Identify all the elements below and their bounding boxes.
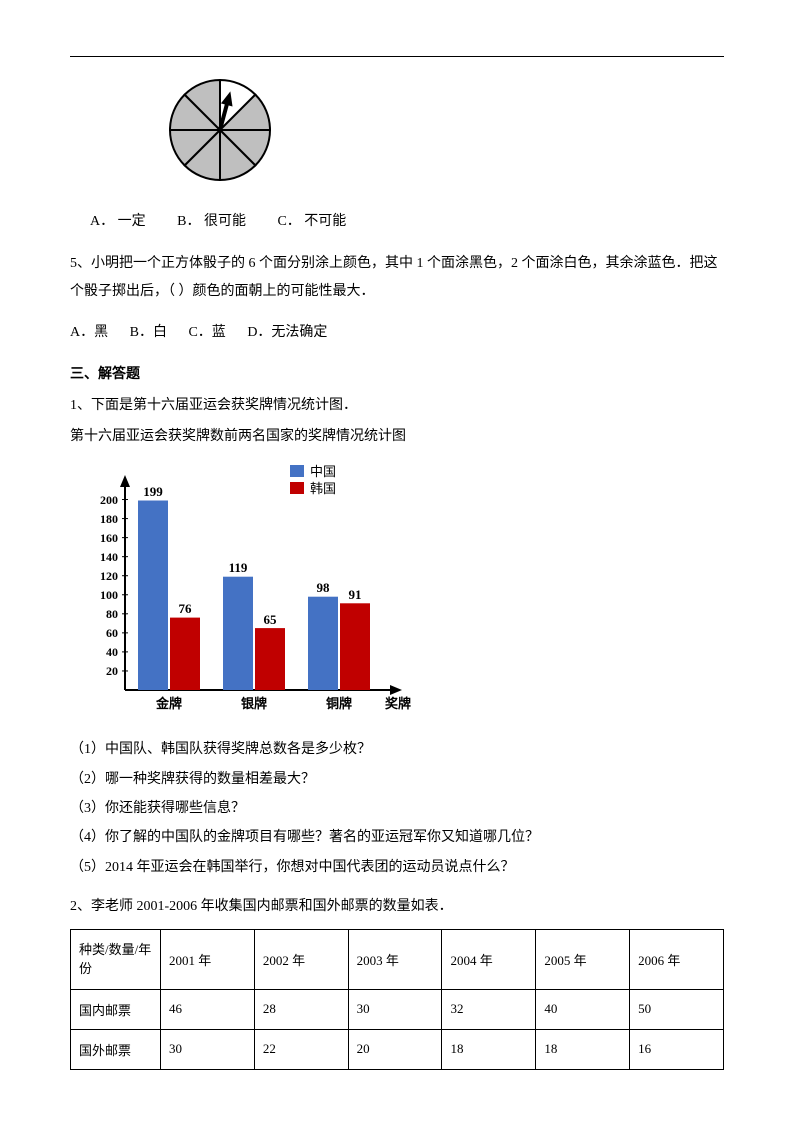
bar-chart-svg: 中国 韩国 20 40 60 80 100 120 140 160 180 20… — [80, 460, 420, 720]
svg-text:奖牌: 奖牌 — [385, 696, 411, 711]
svg-text:80: 80 — [106, 607, 118, 621]
svg-text:65: 65 — [264, 612, 278, 627]
svg-text:金牌: 金牌 — [155, 696, 182, 711]
stamp-table: 种类/数量/年份 2001 年 2002 年 2003 年 2004 年 200… — [70, 929, 724, 1070]
cell: 30 — [161, 1029, 255, 1069]
section3-header: 三、解答题 — [70, 363, 724, 383]
q1-line2: 第十六届亚运会获奖牌数前两名国家的奖牌情况统计图 — [70, 424, 724, 451]
svg-text:200: 200 — [100, 493, 118, 507]
q1-sub2: （2）哪一种奖牌获得的数量相差最大？ — [70, 765, 724, 794]
q2-text: 2、李老师 2001-2006 年收集国内邮票和国外邮票的数量如表． — [70, 894, 724, 921]
col-2004: 2004 年 — [442, 929, 536, 989]
option-b: B．白 — [130, 325, 167, 340]
option-d: D．无法确定 — [247, 325, 327, 340]
cell: 18 — [536, 1029, 630, 1069]
cell: 22 — [254, 1029, 348, 1069]
option-b: B． 很可能 — [177, 214, 246, 229]
page-top-rule — [70, 56, 724, 57]
q1-sub1: （1）中国队、韩国队获得奖牌总数各是多少枚？ — [70, 735, 724, 764]
cell: 50 — [630, 989, 724, 1029]
table-header-label: 种类/数量/年份 — [71, 929, 161, 989]
q1-sub-questions: （1）中国队、韩国队获得奖牌总数各是多少枚？ （2）哪一种奖牌获得的数量相差最大… — [70, 735, 724, 882]
cell: 40 — [536, 989, 630, 1029]
col-2002: 2002 年 — [254, 929, 348, 989]
row-label: 国外邮票 — [71, 1029, 161, 1069]
svg-text:160: 160 — [100, 531, 118, 545]
svg-text:180: 180 — [100, 512, 118, 526]
svg-text:铜牌: 铜牌 — [325, 696, 352, 711]
row-label: 国内邮票 — [71, 989, 161, 1029]
q5-text: 5、小明把一个正方体骰子的 6 个面分别涂上颜色，其中 1 个面涂黑色，2 个面… — [70, 250, 724, 306]
col-2001: 2001 年 — [161, 929, 255, 989]
q4-options: A． 一定 B． 很可能 C． 不可能 — [90, 210, 724, 230]
spinner-wheel — [160, 70, 724, 195]
col-2006: 2006 年 — [630, 929, 724, 989]
svg-text:140: 140 — [100, 550, 118, 564]
svg-text:20: 20 — [106, 664, 118, 678]
cell: 16 — [630, 1029, 724, 1069]
svg-text:100: 100 — [100, 588, 118, 602]
svg-text:98: 98 — [317, 580, 331, 595]
q5-options: A．黑 B．白 C．蓝 D．无法确定 — [70, 321, 724, 341]
option-a: A．黑 — [70, 325, 108, 340]
svg-text:91: 91 — [349, 587, 362, 602]
cell: 18 — [442, 1029, 536, 1069]
legend-china: 中国 — [310, 464, 336, 479]
svg-text:银牌: 银牌 — [241, 696, 267, 711]
q1-line1: 1、下面是第十六届亚运会获奖牌情况统计图． — [70, 393, 724, 420]
cell: 32 — [442, 989, 536, 1029]
option-c: C．蓝 — [188, 325, 225, 340]
spinner-svg — [160, 70, 280, 190]
table-row-domestic: 国内邮票 46 28 30 32 40 50 — [71, 989, 724, 1029]
col-2003: 2003 年 — [348, 929, 442, 989]
q1-sub5: （5）2014 年亚运会在韩国举行，你想对中国代表团的运动员说点什么？ — [70, 853, 724, 882]
col-2005: 2005 年 — [536, 929, 630, 989]
q1-sub4: （4）你了解的中国队的金牌项目有哪些？著名的亚运冠军你又知道哪几位？ — [70, 823, 724, 852]
cell: 46 — [161, 989, 255, 1029]
svg-text:40: 40 — [106, 645, 118, 659]
svg-text:76: 76 — [179, 601, 193, 616]
legend-korea: 韩国 — [310, 481, 336, 496]
table-row-foreign: 国外邮票 30 22 20 18 18 16 — [71, 1029, 724, 1069]
svg-text:119: 119 — [229, 560, 248, 575]
table-header-row: 种类/数量/年份 2001 年 2002 年 2003 年 2004 年 200… — [71, 929, 724, 989]
option-c: C． 不可能 — [277, 214, 346, 229]
q1-sub3: （3）你还能获得哪些信息？ — [70, 794, 724, 823]
svg-text:60: 60 — [106, 626, 118, 640]
option-a: A． 一定 — [90, 214, 146, 229]
medal-bar-chart: 中国 韩国 20 40 60 80 100 120 140 160 180 20… — [80, 460, 724, 725]
svg-text:120: 120 — [100, 569, 118, 583]
cell: 30 — [348, 989, 442, 1029]
cell: 28 — [254, 989, 348, 1029]
svg-text:199: 199 — [143, 484, 163, 499]
cell: 20 — [348, 1029, 442, 1069]
